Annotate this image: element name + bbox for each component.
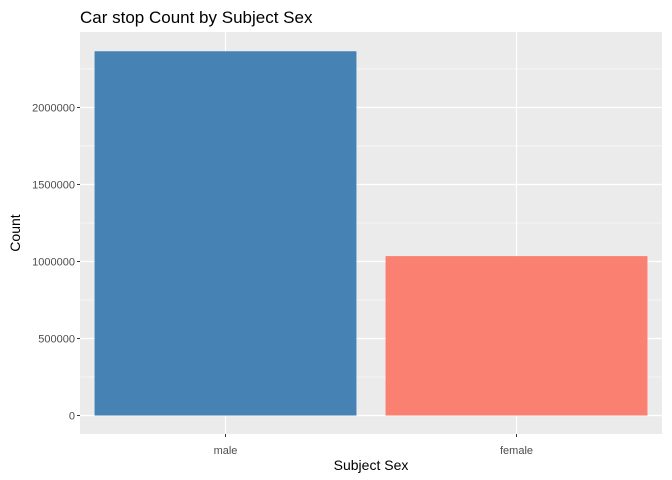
y-tick-label: 500000 <box>38 334 75 346</box>
bars <box>94 51 648 416</box>
x-tick-label: female <box>500 445 533 457</box>
y-axis: 0 500000 1000000 1500000 2000000 <box>32 102 80 423</box>
y-tick-label: 0 <box>69 411 75 423</box>
y-axis-title: Count <box>7 214 23 251</box>
x-axis: male female <box>214 434 533 457</box>
x-axis-title: Subject Sex <box>334 457 409 473</box>
y-tick-label: 2000000 <box>32 102 75 114</box>
bar-female <box>385 256 648 416</box>
x-tick-label: male <box>214 445 238 457</box>
y-tick-label: 1500000 <box>32 179 75 191</box>
y-tick-label: 1000000 <box>32 256 75 268</box>
chart-title: Car stop Count by Subject Sex <box>80 8 313 27</box>
bar-male <box>94 51 357 416</box>
